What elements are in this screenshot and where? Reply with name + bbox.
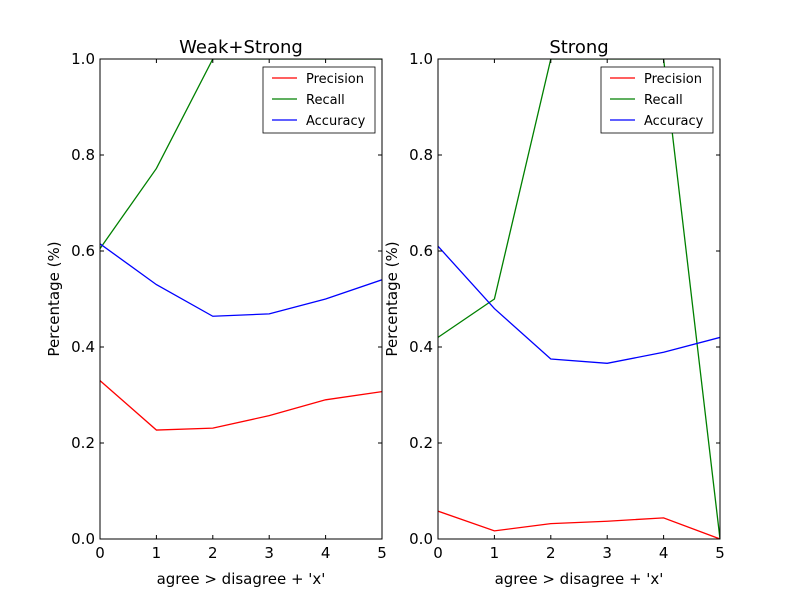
x-tick-label: 4 <box>659 544 669 562</box>
legend-label-recall: Recall <box>306 93 345 108</box>
axes-frame <box>99 58 383 540</box>
y-tick-label: 0.6 <box>409 242 433 260</box>
x-tick-label: 4 <box>321 544 331 562</box>
chart-panel-2: 0 1 2 3 4 5 0.0 0.2 0.4 0.6 0.8 1.0 Strong agree > di… <box>383 37 725 588</box>
x-tick-label: 2 <box>546 544 556 562</box>
legend: Precision Recall Accuracy <box>600 66 714 134</box>
legend-label-accuracy: Accuracy <box>644 114 704 129</box>
x-tick-label: 1 <box>490 544 500 562</box>
y-tick-label: 1.0 <box>71 50 95 68</box>
x-tick-label: 5 <box>377 544 387 562</box>
x-axis-label: agree > disagree + 'x' <box>157 570 326 588</box>
legend-label-precision: Precision <box>644 72 702 87</box>
y-tick-label: 0.0 <box>71 530 95 548</box>
x-tick-label: 2 <box>208 544 218 562</box>
y-tick-label: 0.8 <box>71 146 95 164</box>
plot-area <box>100 59 382 539</box>
x-tick-label: 0 <box>433 544 443 562</box>
y-tick-label: 0.2 <box>71 434 95 452</box>
series-line-precision <box>100 380 382 431</box>
axes-frame <box>437 58 721 540</box>
legend-label-recall: Recall <box>644 93 683 108</box>
y-tick-label: 0.8 <box>409 146 433 164</box>
series-line-accuracy <box>100 243 382 317</box>
y-tick-label: 0.4 <box>71 338 95 356</box>
y-tick-label: 0.2 <box>409 434 433 452</box>
x-tick-label: 3 <box>264 544 274 562</box>
chart-title: Weak+Strong <box>179 37 303 58</box>
series-line-recall <box>100 59 382 249</box>
legend-label-precision: Precision <box>306 72 364 87</box>
y-tick-label: 0.6 <box>71 242 95 260</box>
chart-title: Strong <box>549 37 608 58</box>
chart-panel-1: 0 1 2 3 4 5 0.0 0.2 0.4 0.6 0.8 1.0 Weak+Strong agree… <box>45 37 387 588</box>
series-line-recall <box>438 59 720 539</box>
legend: Precision Recall Accuracy <box>262 66 376 134</box>
series-line-precision <box>438 510 720 539</box>
series-line-accuracy <box>438 245 720 364</box>
legend-label-accuracy: Accuracy <box>306 114 366 129</box>
y-axis-label: Percentage (%) <box>45 241 63 356</box>
x-tick-label: 1 <box>152 544 162 562</box>
y-axis-label: Percentage (%) <box>383 241 401 356</box>
x-tick-label: 3 <box>602 544 612 562</box>
x-axis-label: agree > disagree + 'x' <box>495 570 664 588</box>
x-tick-label: 5 <box>715 544 725 562</box>
y-tick-label: 0.0 <box>409 530 433 548</box>
y-tick-label: 0.4 <box>409 338 433 356</box>
x-tick-label: 0 <box>95 544 105 562</box>
y-tick-label: 1.0 <box>409 50 433 68</box>
